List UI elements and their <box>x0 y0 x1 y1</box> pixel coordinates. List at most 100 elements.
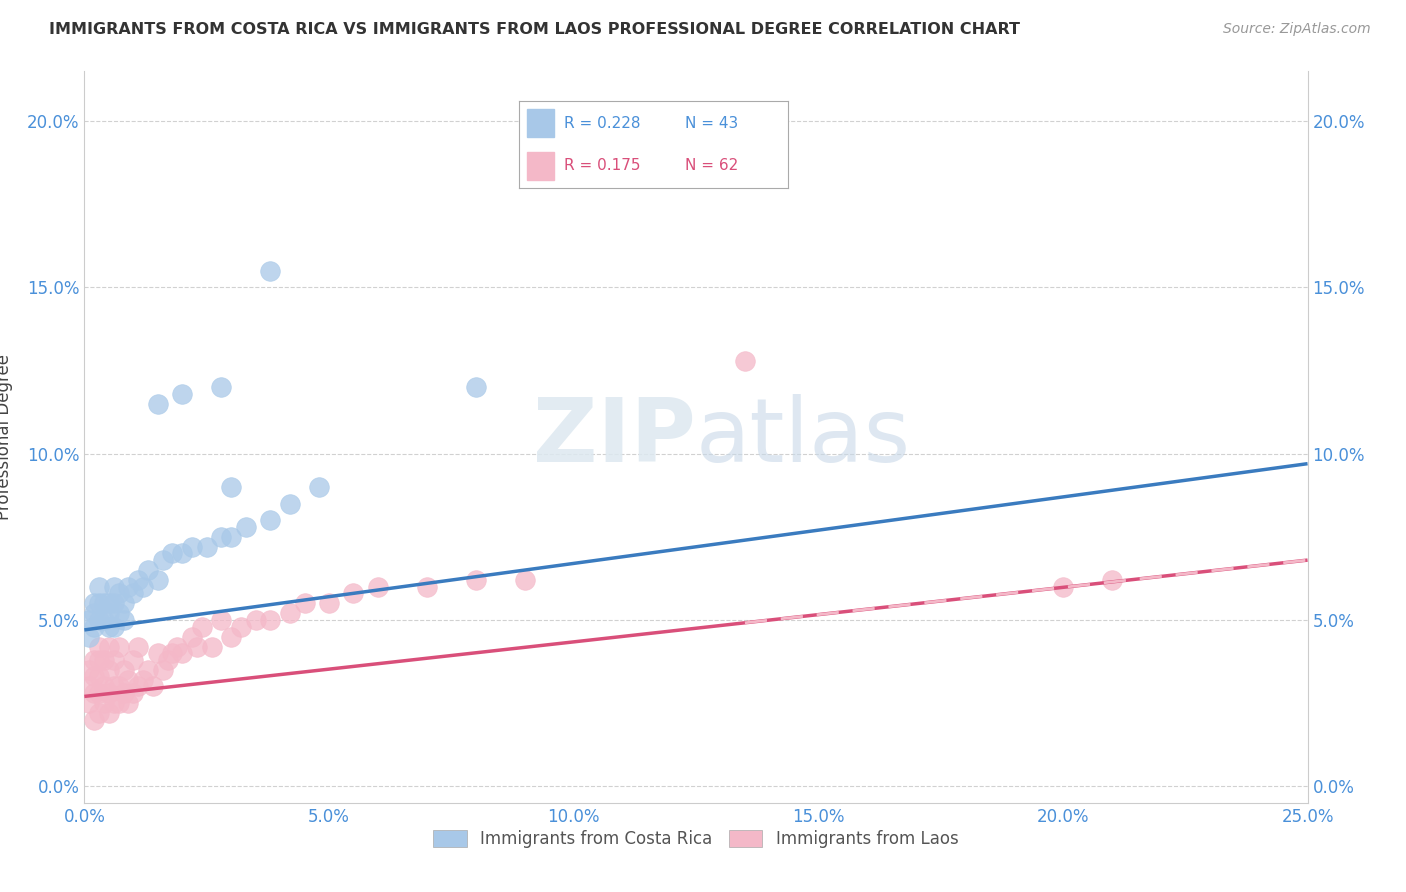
Point <box>87 669 110 683</box>
Point <box>97 607 120 621</box>
Point <box>97 706 120 720</box>
Point <box>181 540 204 554</box>
Point <box>235 520 257 534</box>
Point <box>259 264 281 278</box>
Text: atlas: atlas <box>696 393 911 481</box>
Point <box>229 619 252 633</box>
Point <box>172 387 194 401</box>
Point <box>103 653 125 667</box>
Point <box>103 596 125 610</box>
Point <box>93 653 115 667</box>
Point <box>146 397 169 411</box>
Point <box>1052 580 1074 594</box>
Point <box>464 573 486 587</box>
Point <box>87 706 110 720</box>
Point <box>245 613 267 627</box>
Point <box>83 653 105 667</box>
Point <box>219 630 242 644</box>
Point <box>107 640 129 654</box>
Point <box>1101 573 1123 587</box>
Point <box>97 596 120 610</box>
Point <box>219 480 242 494</box>
Point <box>186 640 208 654</box>
Point <box>107 607 129 621</box>
Point <box>107 586 129 600</box>
Point <box>97 663 120 677</box>
Point <box>156 653 179 667</box>
Point <box>103 580 125 594</box>
Point <box>83 607 105 621</box>
Point <box>97 640 120 654</box>
Point <box>77 613 100 627</box>
Point <box>367 580 389 594</box>
Point <box>146 573 169 587</box>
Point <box>77 630 100 644</box>
Point <box>77 696 100 710</box>
Point <box>162 646 184 660</box>
Text: Source: ZipAtlas.com: Source: ZipAtlas.com <box>1223 22 1371 37</box>
Point <box>132 580 155 594</box>
Point <box>93 596 115 610</box>
Point <box>103 696 125 710</box>
Point <box>77 663 100 677</box>
Point <box>209 380 232 394</box>
Text: IMMIGRANTS FROM COSTA RICA VS IMMIGRANTS FROM LAOS PROFESSIONAL DEGREE CORRELATI: IMMIGRANTS FROM COSTA RICA VS IMMIGRANTS… <box>49 22 1021 37</box>
Point <box>513 573 536 587</box>
Point <box>142 680 165 694</box>
Point <box>112 613 135 627</box>
Point <box>278 497 301 511</box>
Text: ZIP: ZIP <box>533 393 696 481</box>
Point <box>294 596 316 610</box>
Point <box>93 696 115 710</box>
Point <box>107 696 129 710</box>
Point <box>87 653 110 667</box>
Point <box>83 596 105 610</box>
Y-axis label: Professional Degree: Professional Degree <box>0 354 13 520</box>
Point <box>166 640 188 654</box>
Point <box>83 686 105 700</box>
Point <box>734 353 756 368</box>
Point <box>464 380 486 394</box>
Point <box>122 586 145 600</box>
Point <box>191 619 214 633</box>
Point <box>181 630 204 644</box>
Point <box>127 680 149 694</box>
Point <box>152 663 174 677</box>
Point <box>87 686 110 700</box>
Point <box>87 640 110 654</box>
Point <box>416 580 439 594</box>
Point <box>342 586 364 600</box>
Point <box>112 686 135 700</box>
Point <box>172 546 194 560</box>
Point <box>132 673 155 687</box>
Point <box>259 613 281 627</box>
Point <box>117 696 139 710</box>
Point <box>112 596 135 610</box>
Point <box>127 573 149 587</box>
Point <box>162 546 184 560</box>
Point <box>107 680 129 694</box>
Point <box>308 480 330 494</box>
Point <box>195 540 218 554</box>
Point <box>87 580 110 594</box>
Point <box>87 613 110 627</box>
Point <box>117 673 139 687</box>
Point <box>83 713 105 727</box>
Point <box>259 513 281 527</box>
Point <box>122 653 145 667</box>
Point <box>93 613 115 627</box>
Point <box>103 680 125 694</box>
Point <box>209 530 232 544</box>
Point <box>87 596 110 610</box>
Point <box>318 596 340 610</box>
Point <box>200 640 222 654</box>
Point <box>97 686 120 700</box>
Point <box>83 619 105 633</box>
Legend: Immigrants from Costa Rica, Immigrants from Laos: Immigrants from Costa Rica, Immigrants f… <box>425 822 967 856</box>
Point <box>146 646 169 660</box>
Point <box>122 686 145 700</box>
Point <box>103 619 125 633</box>
Point <box>136 563 159 577</box>
Point <box>219 530 242 544</box>
Point <box>172 646 194 660</box>
